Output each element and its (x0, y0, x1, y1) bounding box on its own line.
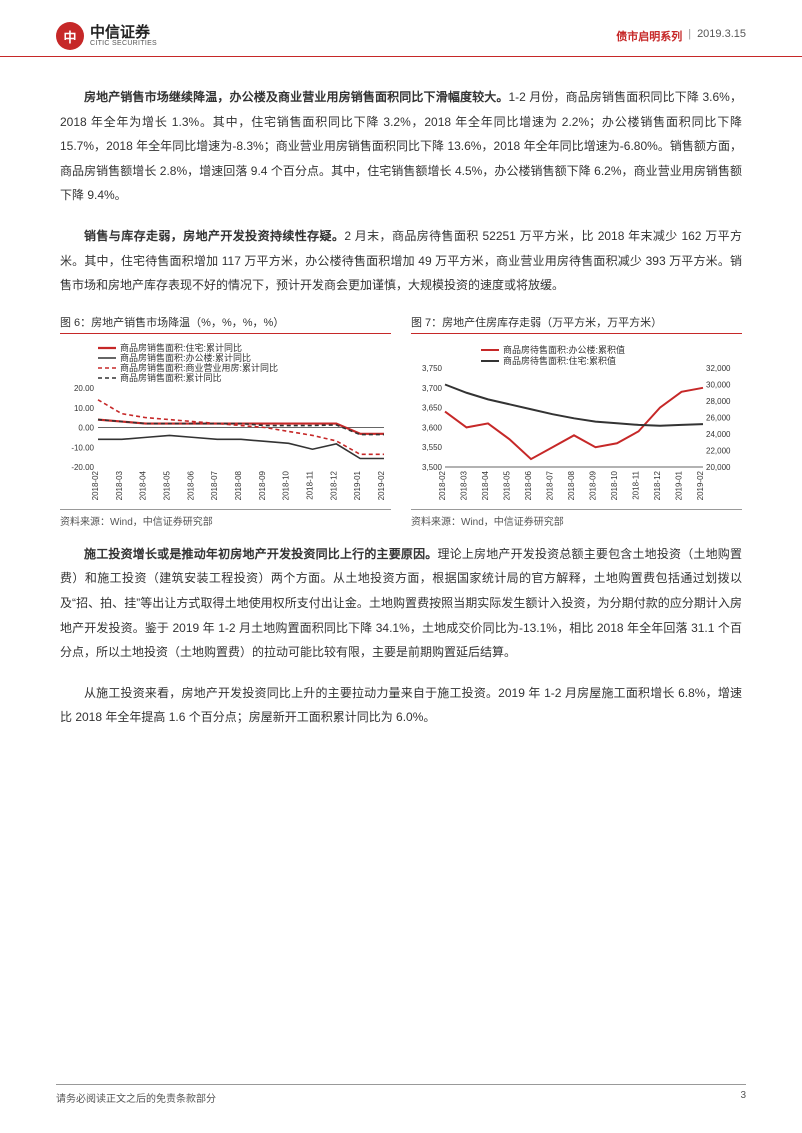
svg-text:2018-11: 2018-11 (306, 470, 315, 499)
svg-text:商品房销售面积:累计同比: 商品房销售面积:累计同比 (120, 372, 222, 383)
svg-text:26,000: 26,000 (706, 413, 731, 422)
svg-text:2018-05: 2018-05 (163, 470, 172, 500)
svg-text:2018-04: 2018-04 (139, 470, 148, 500)
header-date: 2019.3.15 (697, 28, 746, 44)
svg-text:2018-06: 2018-06 (186, 470, 195, 500)
svg-text:3,600: 3,600 (422, 423, 443, 432)
content: 房地产销售市场继续降温，办公楼及商业营业用房销售面积同比下滑幅度较大。1-2 月… (0, 57, 802, 730)
svg-text:2018-09: 2018-09 (589, 470, 598, 500)
svg-text:商品房销售面积:住宅:累计同比: 商品房销售面积:住宅:累计同比 (120, 342, 242, 353)
svg-text:商品房待售面积:办公楼:累积值: 商品房待售面积:办公楼:累积值 (503, 344, 625, 355)
svg-text:28,000: 28,000 (706, 397, 731, 406)
svg-text:2018-07: 2018-07 (210, 470, 219, 500)
svg-text:商品房销售面积:商业营业用房:累计同比: 商品房销售面积:商业营业用房:累计同比 (120, 362, 278, 373)
para4-body: 从施工投资来看，房地产开发投资同比上升的主要拉动力量来自于施工投资。2019 年… (60, 686, 742, 725)
svg-text:30,000: 30,000 (706, 380, 731, 389)
para1-body: 1-2 月份，商品房销售面积同比下降 3.6%，2018 年全年为增长 1.3%… (60, 90, 742, 202)
svg-text:2018-07: 2018-07 (546, 470, 555, 500)
svg-text:-10.00: -10.00 (71, 443, 94, 452)
footer-disclaimer: 请务必阅读正文之后的免责条款部分 (56, 1090, 216, 1105)
paragraph-1: 房地产销售市场继续降温，办公楼及商业营业用房销售面积同比下滑幅度较大。1-2 月… (60, 85, 742, 208)
svg-text:10.00: 10.00 (74, 404, 95, 413)
svg-text:2018-09: 2018-09 (258, 470, 267, 500)
svg-text:2019-01: 2019-01 (675, 470, 684, 500)
svg-text:2018-12: 2018-12 (329, 470, 338, 500)
svg-text:20,000: 20,000 (706, 463, 731, 472)
chart7-source: 资料来源：Wind，中信证券研究部 (411, 509, 742, 528)
svg-text:2018-08: 2018-08 (234, 470, 243, 500)
svg-text:2018-08: 2018-08 (567, 470, 576, 500)
svg-text:3,500: 3,500 (422, 463, 443, 472)
divider: | (688, 28, 691, 44)
chart6-title: 图 6：房地产销售市场降温（%，%，%，%） (60, 314, 391, 334)
svg-text:22,000: 22,000 (706, 446, 731, 455)
svg-text:2019-02: 2019-02 (696, 470, 705, 500)
svg-text:2018-02: 2018-02 (91, 470, 100, 500)
svg-text:商品房销售面积:办公楼:累计同比: 商品房销售面积:办公楼:累计同比 (120, 352, 251, 363)
svg-text:20.00: 20.00 (74, 384, 95, 393)
page-number: 3 (740, 1090, 746, 1105)
svg-text:2018-11: 2018-11 (632, 470, 641, 499)
series-label: 债市启明系列 (616, 28, 682, 44)
para3-body: 理论上房地产开发投资总额主要包含土地投资（土地购置费）和施工投资（建筑安装工程投… (60, 547, 742, 659)
chart-7: 图 7：房地产住房库存走弱（万平方米，万平方米） 商品房待售面积:办公楼:累积值… (411, 314, 742, 528)
logo-badge-icon: 中 (56, 22, 84, 50)
svg-text:-20.00: -20.00 (71, 463, 94, 472)
svg-text:2018-03: 2018-03 (115, 470, 124, 500)
svg-text:3,650: 3,650 (422, 403, 443, 412)
paragraph-4: 从施工投资来看，房地产开发投资同比上升的主要拉动力量来自于施工投资。2019 年… (60, 681, 742, 730)
svg-text:3,750: 3,750 (422, 364, 443, 373)
charts-row: 图 6：房地产销售市场降温（%，%，%，%） 商品房销售面积:住宅:累计同比商品… (60, 314, 742, 528)
para3-lead: 施工投资增长或是推动年初房地产开发投资同比上行的主要原因。 (84, 547, 437, 561)
svg-text:2018-04: 2018-04 (481, 470, 490, 500)
svg-text:2018-05: 2018-05 (503, 470, 512, 500)
chart6-canvas: 商品房销售面积:住宅:累计同比商品房销售面积:办公楼:累计同比商品房销售面积:商… (60, 340, 391, 505)
svg-text:2019-02: 2019-02 (377, 470, 386, 500)
chart-6: 图 6：房地产销售市场降温（%，%，%，%） 商品房销售面积:住宅:累计同比商品… (60, 314, 391, 528)
svg-text:3,550: 3,550 (422, 443, 443, 452)
logo: 中 中信证券 CITIC SECURITIES (56, 22, 157, 50)
para2-lead: 销售与库存走弱，房地产开发投资持续性存疑。 (84, 229, 344, 243)
chart7-canvas: 商品房待售面积:办公楼:累积值商品房待售面积:住宅:累积值 3,500 3,550 3… (411, 340, 742, 505)
svg-text:3,700: 3,700 (422, 384, 443, 393)
logo-text-cn: 中信证券 (90, 25, 157, 40)
header-meta: 债市启明系列 | 2019.3.15 (616, 28, 746, 44)
svg-text:2018-12: 2018-12 (653, 470, 662, 500)
svg-text:2018-10: 2018-10 (282, 470, 291, 500)
para1-lead: 房地产销售市场继续降温，办公楼及商业营业用房销售面积同比下滑幅度较大。 (84, 90, 508, 104)
svg-text:32,000: 32,000 (706, 364, 731, 373)
svg-text:0.00: 0.00 (78, 423, 94, 432)
svg-text:商品房待售面积:住宅:累积值: 商品房待售面积:住宅:累积值 (503, 355, 616, 366)
page-footer: 请务必阅读正文之后的免责条款部分 3 (56, 1084, 746, 1105)
svg-text:2018-06: 2018-06 (524, 470, 533, 500)
svg-text:2018-10: 2018-10 (610, 470, 619, 500)
paragraph-2: 销售与库存走弱，房地产开发投资持续性存疑。2 月末，商品房待售面积 52251 … (60, 224, 742, 298)
svg-text:2019-01: 2019-01 (353, 470, 362, 500)
svg-text:2018-03: 2018-03 (460, 470, 469, 500)
page-header: 中 中信证券 CITIC SECURITIES 债市启明系列 | 2019.3.… (0, 0, 802, 57)
svg-text:2018-02: 2018-02 (438, 470, 447, 500)
svg-text:24,000: 24,000 (706, 430, 731, 439)
paragraph-3: 施工投资增长或是推动年初房地产开发投资同比上行的主要原因。理论上房地产开发投资总… (60, 542, 742, 665)
logo-text-en: CITIC SECURITIES (90, 40, 157, 47)
chart7-title: 图 7：房地产住房库存走弱（万平方米，万平方米） (411, 314, 742, 334)
chart6-source: 资料来源：Wind，中信证券研究部 (60, 509, 391, 528)
